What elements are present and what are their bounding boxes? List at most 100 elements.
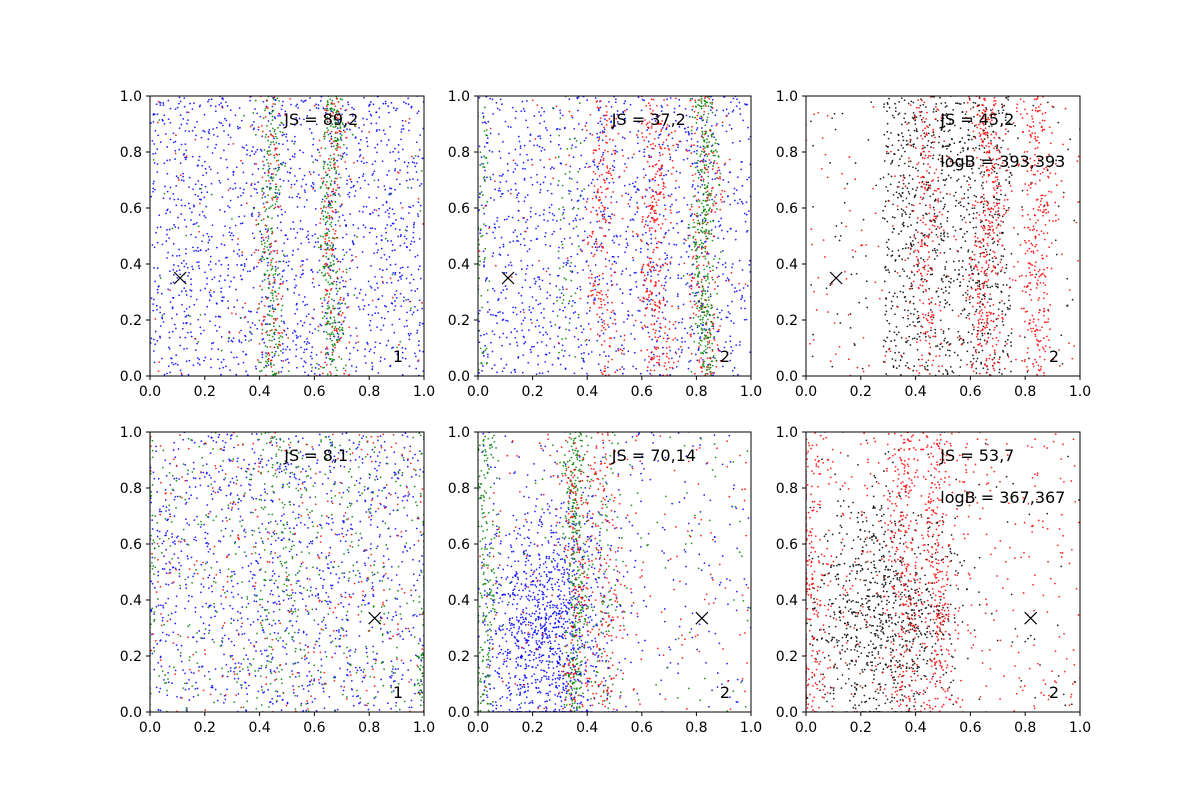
point-blue <box>294 286 296 289</box>
point-red <box>668 357 670 360</box>
point-red <box>591 134 594 136</box>
point-blue <box>485 278 488 280</box>
point-green <box>276 170 279 172</box>
point-blue <box>409 206 412 209</box>
point-red <box>601 173 603 176</box>
point-blue <box>169 197 171 200</box>
point-green <box>269 362 272 365</box>
point-green <box>321 366 324 369</box>
point-blue <box>722 273 724 275</box>
point-blue <box>209 320 211 323</box>
point-blue <box>717 330 720 333</box>
point-green <box>271 292 274 295</box>
point-blue <box>194 349 197 352</box>
point-blue <box>703 154 706 157</box>
point-red <box>648 227 651 230</box>
point-blue <box>390 224 392 227</box>
point-blue <box>519 310 522 313</box>
point-blue <box>153 161 156 164</box>
point-blue <box>343 219 346 222</box>
point-blue <box>596 132 599 135</box>
point-blue <box>581 331 583 334</box>
point-blue <box>289 167 292 170</box>
point-blue <box>385 200 388 203</box>
point-blue <box>577 338 580 341</box>
point-red <box>274 319 277 321</box>
point-green <box>564 337 567 340</box>
point-red <box>275 160 278 162</box>
point-green <box>407 186 409 189</box>
point-red <box>651 201 654 203</box>
point-blue <box>636 201 638 204</box>
point-green <box>281 162 283 165</box>
point-blue <box>538 111 540 113</box>
point-blue <box>196 246 199 249</box>
point-green <box>326 322 329 325</box>
point-green <box>326 212 329 214</box>
point-blue <box>156 339 159 342</box>
point-red <box>657 184 660 186</box>
point-blue <box>603 118 606 121</box>
point-blue <box>558 128 561 131</box>
point-blue <box>544 176 547 178</box>
point-green <box>707 299 710 302</box>
point-green <box>701 363 704 366</box>
point-red <box>697 264 700 267</box>
point-blue <box>253 266 255 269</box>
point-blue <box>165 240 168 242</box>
point-green <box>271 127 274 130</box>
point-blue <box>153 180 155 183</box>
point-red <box>652 205 654 208</box>
point-blue <box>715 194 718 196</box>
point-blue <box>546 291 549 294</box>
point-blue <box>600 318 603 321</box>
point-red <box>328 239 331 242</box>
point-blue <box>413 240 416 243</box>
point-blue <box>185 156 188 159</box>
point-blue <box>696 140 699 143</box>
point-blue <box>564 350 566 352</box>
point-green <box>399 340 402 343</box>
point-green <box>334 162 337 164</box>
point-blue <box>515 188 517 191</box>
point-green <box>231 218 233 220</box>
point-blue <box>398 271 401 274</box>
point-green <box>331 246 334 249</box>
point-green <box>479 193 481 196</box>
point-red <box>409 300 411 303</box>
point-red <box>600 155 603 158</box>
point-blue <box>638 150 641 153</box>
point-green <box>701 150 703 153</box>
point-blue <box>403 296 405 299</box>
point-red <box>324 294 327 296</box>
point-blue <box>208 299 211 302</box>
point-red <box>701 290 703 292</box>
point-blue <box>629 274 632 277</box>
point-blue <box>522 354 525 357</box>
point-blue <box>388 256 391 258</box>
point-blue <box>677 231 680 234</box>
point-blue <box>384 102 387 105</box>
point-green <box>329 244 332 247</box>
point-blue <box>570 199 573 201</box>
point-blue <box>172 141 175 144</box>
point-red <box>658 159 660 162</box>
point-blue <box>288 348 291 351</box>
point-green <box>688 227 691 229</box>
point-green <box>699 239 702 242</box>
point-blue <box>304 361 307 364</box>
point-blue <box>525 100 528 102</box>
point-green <box>570 295 573 298</box>
point-blue <box>364 362 367 364</box>
point-blue <box>635 191 638 194</box>
point-blue <box>577 346 580 348</box>
point-blue <box>686 272 689 275</box>
point-blue <box>735 230 737 233</box>
point-blue <box>167 346 170 349</box>
point-red <box>646 145 649 148</box>
point-green <box>704 348 707 351</box>
point-red <box>261 332 263 335</box>
point-red <box>716 162 718 165</box>
point-blue <box>536 181 539 184</box>
point-blue <box>665 128 668 131</box>
